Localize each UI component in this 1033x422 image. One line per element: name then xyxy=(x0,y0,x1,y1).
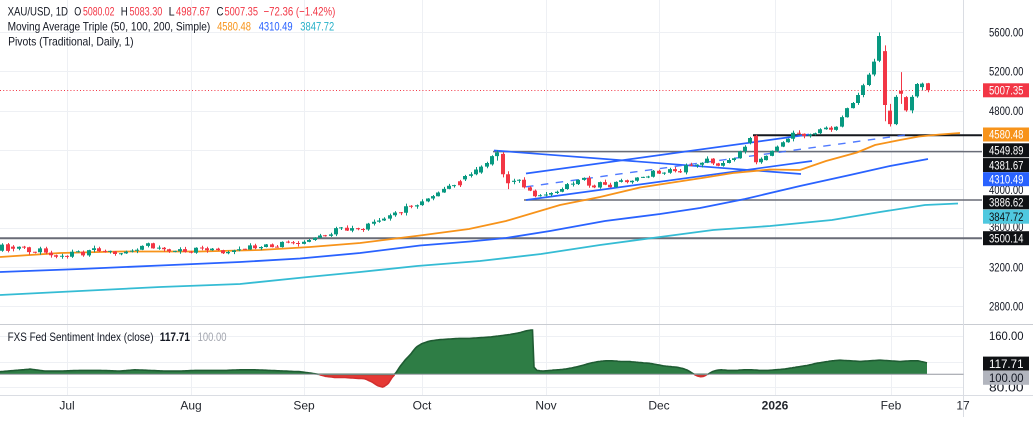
svg-text:Aug: Aug xyxy=(180,399,201,413)
svg-text:Sep: Sep xyxy=(293,399,315,413)
svg-text:4310.49: 4310.49 xyxy=(259,20,293,34)
svg-text:5600.00: 5600.00 xyxy=(989,26,1024,40)
svg-text:−72.36 (−1.42%): −72.36 (−1.42%) xyxy=(264,4,336,18)
svg-text:Dec: Dec xyxy=(648,399,669,413)
svg-text:100.00: 100.00 xyxy=(989,371,1024,385)
svg-text:2026: 2026 xyxy=(762,399,789,413)
svg-text:5200.00: 5200.00 xyxy=(989,65,1024,79)
svg-text:4000.00: 4000.00 xyxy=(989,183,1024,197)
svg-text:4381.67: 4381.67 xyxy=(989,158,1024,172)
svg-text:Jul: Jul xyxy=(59,399,74,413)
svg-text:117.71: 117.71 xyxy=(160,330,190,344)
svg-text:4549.89: 4549.89 xyxy=(989,144,1024,158)
svg-text:Feb: Feb xyxy=(881,399,902,413)
svg-text:3200.00: 3200.00 xyxy=(989,261,1024,275)
svg-text:C: C xyxy=(217,4,224,18)
svg-text:4800.00: 4800.00 xyxy=(989,104,1024,118)
svg-text:3500.14: 3500.14 xyxy=(989,231,1024,245)
svg-text:4310.49: 4310.49 xyxy=(989,172,1024,186)
svg-text:4987.67: 4987.67 xyxy=(176,4,210,18)
svg-text:2800.00: 2800.00 xyxy=(989,300,1024,314)
svg-text:FXS Fed Sentiment Index (close: FXS Fed Sentiment Index (close) xyxy=(8,330,154,344)
svg-text:117.71: 117.71 xyxy=(989,357,1024,371)
svg-text:4580.48: 4580.48 xyxy=(217,20,251,34)
svg-text:3847.72: 3847.72 xyxy=(300,20,334,34)
svg-text:O: O xyxy=(74,4,81,18)
svg-text:5007.35: 5007.35 xyxy=(989,84,1024,98)
svg-text:3886.62: 3886.62 xyxy=(989,196,1024,210)
svg-text:Oct: Oct xyxy=(413,399,432,413)
svg-text:100.00: 100.00 xyxy=(198,330,227,344)
svg-text:17: 17 xyxy=(956,399,970,413)
svg-text:Moving Average Triple (50, 100: Moving Average Triple (50, 100, 200, Sim… xyxy=(8,20,211,34)
svg-text:Pivots (Traditional, Daily, 1): Pivots (Traditional, Daily, 1) xyxy=(8,34,134,48)
svg-text:Nov: Nov xyxy=(535,399,556,413)
svg-text:160.00: 160.00 xyxy=(989,329,1024,343)
svg-text:H: H xyxy=(121,4,128,18)
svg-text:3847.72: 3847.72 xyxy=(989,210,1024,224)
svg-text:XAU/USD, 1D: XAU/USD, 1D xyxy=(8,4,69,18)
svg-text:L: L xyxy=(169,4,175,18)
svg-text:5007.35: 5007.35 xyxy=(225,4,259,18)
svg-text:4580.48: 4580.48 xyxy=(989,128,1024,142)
svg-text:5080.02: 5080.02 xyxy=(83,4,115,18)
svg-text:5083.30: 5083.30 xyxy=(130,4,163,18)
